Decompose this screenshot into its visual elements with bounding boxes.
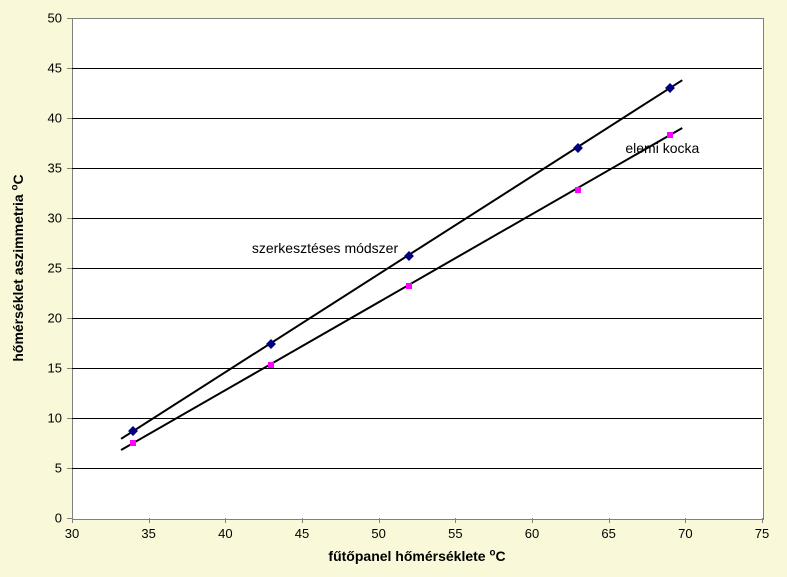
- y-tick-label: 0: [55, 511, 62, 526]
- y-tick-mark: [67, 518, 72, 519]
- data-marker: [575, 187, 581, 193]
- x-tick-label: 65: [601, 526, 615, 541]
- x-tick-mark: [685, 518, 686, 523]
- x-tick-mark: [609, 518, 610, 523]
- y-tick-label: 5: [55, 461, 62, 476]
- y-tick-mark: [67, 268, 72, 269]
- gridline-y: [72, 468, 762, 469]
- y-tick-label: 35: [48, 161, 62, 176]
- series-line: [121, 128, 682, 450]
- x-tick-label: 55: [448, 526, 462, 541]
- data-marker: [667, 132, 673, 138]
- y-tick-label: 15: [48, 361, 62, 376]
- y-tick-label: 50: [48, 11, 62, 26]
- y-tick-mark: [67, 368, 72, 369]
- y-tick-mark: [67, 68, 72, 69]
- x-tick-mark: [225, 518, 226, 523]
- gridline-y: [72, 168, 762, 169]
- series-label: elemi kocka: [625, 140, 699, 156]
- x-tick-label: 60: [525, 526, 539, 541]
- y-axis-label: hőmérséklet aszimmetria oC: [10, 174, 26, 361]
- y-tick-label: 40: [48, 111, 62, 126]
- y-tick-mark: [67, 18, 72, 19]
- x-axis-label: fűtőpanel hőmérséklete oC: [72, 548, 762, 564]
- x-tick-mark: [72, 518, 73, 523]
- y-tick-mark: [67, 318, 72, 319]
- y-tick-mark: [67, 418, 72, 419]
- y-tick-mark: [67, 468, 72, 469]
- gridline-y: [72, 218, 762, 219]
- x-tick-mark: [532, 518, 533, 523]
- y-tick-label: 10: [48, 411, 62, 426]
- y-tick-mark: [67, 118, 72, 119]
- x-tick-mark: [149, 518, 150, 523]
- gridline-y: [72, 418, 762, 419]
- gridline-y: [72, 318, 762, 319]
- gridline-y: [72, 268, 762, 269]
- y-tick-mark: [67, 168, 72, 169]
- x-tick-label: 40: [218, 526, 232, 541]
- y-tick-label: 25: [48, 261, 62, 276]
- x-tick-label: 50: [371, 526, 385, 541]
- x-tick-mark: [302, 518, 303, 523]
- gridline-y: [72, 368, 762, 369]
- x-tick-mark: [762, 518, 763, 523]
- x-tick-label: 35: [141, 526, 155, 541]
- x-tick-label: 70: [678, 526, 692, 541]
- series-label: szerkesztéses módszer: [252, 240, 398, 256]
- data-marker: [406, 283, 412, 289]
- y-tick-label: 20: [48, 311, 62, 326]
- x-tick-label: 30: [65, 526, 79, 541]
- chart-container: 30 35 40 45 50 55 60 65 70 75 0 5 10 15 20 25 30 35 40 45 50…: [0, 0, 787, 577]
- gridline-y: [72, 68, 762, 69]
- y-tick-label: 45: [48, 61, 62, 76]
- y-tick-mark: [67, 218, 72, 219]
- gridline-y: [72, 118, 762, 119]
- series-line: [121, 80, 682, 439]
- y-tick-label: 30: [48, 211, 62, 226]
- x-tick-label: 45: [295, 526, 309, 541]
- x-tick-mark: [455, 518, 456, 523]
- x-tick-label: 75: [755, 526, 769, 541]
- data-marker: [130, 440, 136, 446]
- x-tick-mark: [379, 518, 380, 523]
